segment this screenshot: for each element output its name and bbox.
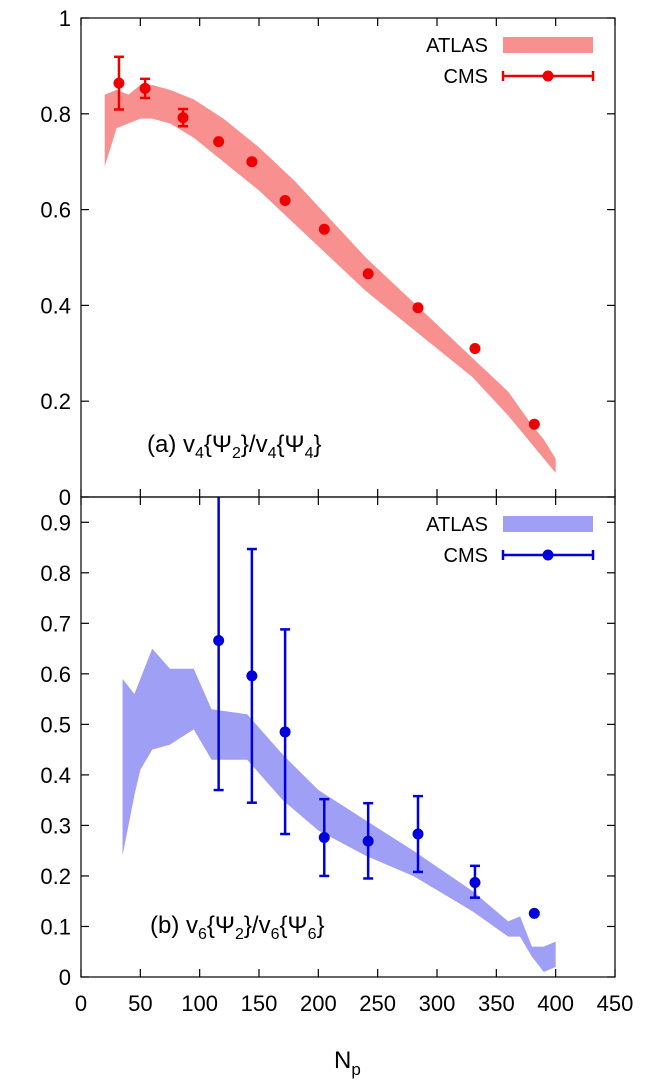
x-tick-label: 150 — [241, 991, 278, 1016]
y-tick-label: 0 — [59, 485, 71, 510]
legend-label-cms: CMS — [444, 66, 488, 88]
y-tick-label: 0.7 — [40, 611, 71, 636]
y-tick-label: 0 — [59, 965, 71, 990]
y-tick-label: 0.4 — [40, 293, 71, 318]
y-tick-label: 0.8 — [40, 561, 71, 586]
cms-point — [113, 77, 125, 89]
cms-point — [412, 828, 424, 840]
legend-swatch-atlas — [503, 516, 593, 532]
y-tick-label: 0.6 — [40, 198, 71, 223]
panel-label-bottom: (b) v6{Ψ2}/v6{Ψ6} — [150, 912, 324, 943]
legend-marker-cms — [542, 549, 554, 561]
cms-point — [213, 136, 225, 148]
y-tick-label: 0.5 — [40, 712, 71, 737]
cms-point — [469, 877, 481, 889]
y-tick-label: 1 — [59, 6, 71, 31]
cms-point — [246, 156, 258, 168]
cms-point — [279, 726, 291, 738]
y-tick-label: 0.8 — [40, 102, 71, 127]
atlas-band-top — [104, 85, 556, 474]
cms-point — [362, 268, 374, 280]
y-tick-label: 0.1 — [40, 914, 71, 939]
cms-point — [318, 223, 330, 235]
panel-bottom: 0 0.1 0.2 0.3 0.4 0.5 0.6 0.7 0.8 0.9 0 50 100 150 200… — [40, 496, 634, 1079]
cms-point — [362, 835, 374, 847]
cms-point — [528, 907, 540, 919]
x-tick-label: 300 — [419, 991, 456, 1016]
cms-point — [213, 634, 225, 646]
cms-point — [412, 302, 424, 314]
x-tick-label: 0 — [75, 991, 87, 1016]
legend-swatch-atlas — [503, 37, 593, 53]
legend-label-atlas: ATLAS — [426, 35, 488, 57]
y-tick-label: 0.4 — [40, 763, 71, 788]
cms-point — [469, 343, 481, 355]
x-tick-label: 100 — [181, 991, 218, 1016]
legend-label-atlas: ATLAS — [426, 514, 488, 536]
y-tick-label: 0.3 — [40, 813, 71, 838]
plot-frame-bottom — [80, 496, 616, 978]
panel-top: 0 0.2 0.4 0.6 0.8 1 ATLAS CMS (a) v4{Ψ2}/v4{Ψ4… — [40, 6, 616, 510]
cms-point — [139, 82, 151, 94]
y-tick-label: 0.9 — [40, 510, 71, 535]
cms-point — [279, 194, 291, 206]
x-tick-label: 450 — [597, 991, 634, 1016]
y-tick-label: 0.6 — [40, 662, 71, 687]
x-tick-label: 50 — [128, 991, 152, 1016]
x-tick-label: 400 — [537, 991, 574, 1016]
x-axis-title: Np — [334, 1047, 361, 1079]
cms-point — [246, 670, 258, 682]
legend-label-cms: CMS — [444, 545, 488, 567]
y-tick-label: 0.2 — [40, 389, 71, 414]
cms-point — [318, 832, 330, 844]
x-tick-label: 200 — [300, 991, 337, 1016]
atlas-band-bottom — [122, 648, 556, 972]
x-tick-label: 250 — [359, 991, 396, 1016]
y-tick-label: 0.2 — [40, 864, 71, 889]
legend-marker-cms — [542, 70, 554, 82]
x-tick-label: 350 — [478, 991, 515, 1016]
cms-point — [528, 418, 540, 430]
cms-point — [177, 112, 189, 124]
panel-label-top: (a) v4{Ψ2}/v4{Ψ4} — [147, 431, 321, 462]
